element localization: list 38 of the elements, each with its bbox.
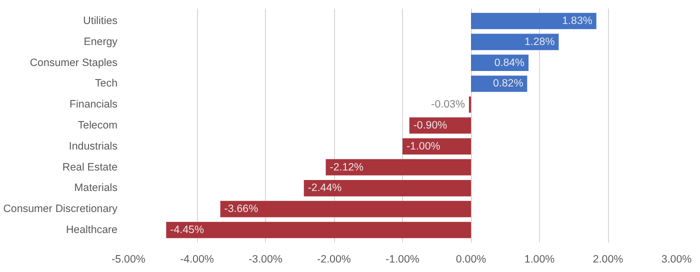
data-label: -3.66%	[224, 203, 259, 216]
y-tick-label: Industrials	[68, 140, 118, 152]
y-tick-label: Financials	[70, 98, 118, 111]
data-label: -0.90%	[413, 120, 448, 132]
x-tick-label: -3.00%	[248, 254, 283, 266]
y-tick-label: Healthcare	[66, 224, 118, 236]
data-label: -2.44%	[308, 182, 342, 194]
data-label: 1.83%	[562, 15, 593, 28]
bar	[166, 222, 471, 238]
data-label: -1.00%	[406, 140, 441, 152]
data-label: 0.84%	[494, 56, 526, 69]
y-tick-label: Consumer Discretionary	[3, 203, 118, 216]
y-tick-label: Telecom	[78, 120, 118, 132]
y-tick-label: Real Estate	[62, 161, 118, 174]
bar	[220, 200, 471, 218]
x-tick-label: -2.00%	[317, 254, 352, 266]
data-label: -2.12%	[330, 161, 364, 174]
y-tick-label: Materials	[74, 182, 118, 194]
bar	[402, 138, 471, 155]
y-tick-label: Energy	[84, 36, 118, 48]
data-label: -4.45%	[170, 224, 204, 236]
x-tick-label: -5.00%	[112, 254, 146, 266]
y-tick-label: Consumer Staples	[30, 56, 118, 69]
bar	[304, 180, 471, 196]
x-tick-label: 3.00%	[661, 254, 692, 266]
data-label: 0.82%	[492, 78, 524, 90]
y-tick-label: Tech	[94, 78, 118, 90]
bar	[471, 34, 559, 50]
bar	[471, 12, 596, 30]
x-tick-label: 0.00%	[456, 254, 487, 266]
bar	[326, 159, 471, 176]
data-label: -0.03%	[431, 98, 466, 111]
x-tick-label: 1.00%	[524, 254, 556, 266]
data-label: 1.28%	[524, 36, 556, 48]
x-tick-label: -1.00%	[386, 254, 420, 266]
x-tick-label: -4.00%	[180, 254, 214, 266]
x-tick-label: 2.00%	[592, 254, 624, 266]
y-tick-label: Utilities	[83, 15, 118, 28]
